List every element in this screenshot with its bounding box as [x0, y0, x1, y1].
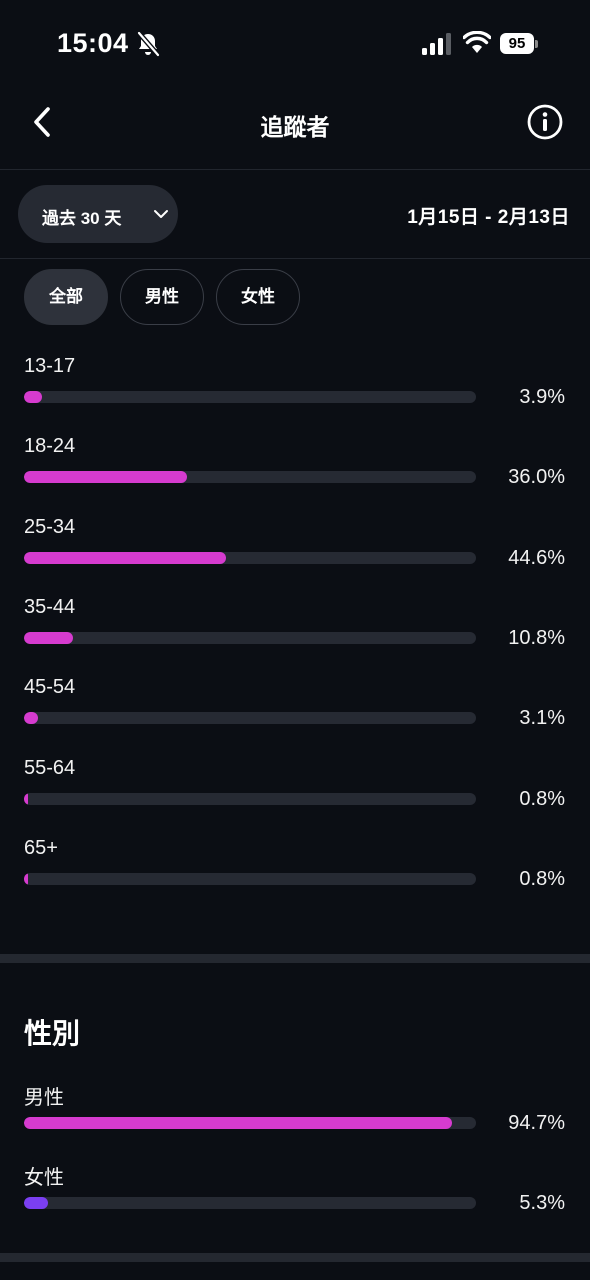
filter-chip-all[interactable]: 全部: [24, 269, 108, 325]
header-divider: [0, 169, 590, 170]
age-bar-track: [24, 391, 476, 403]
age-label: 35-44: [24, 595, 76, 618]
age-percent: 36.0%: [508, 466, 565, 489]
age-label: 13-17: [24, 355, 76, 377]
range-divider: [0, 258, 590, 259]
age-bar-track: [24, 792, 476, 805]
age-bar-fill: [24, 872, 28, 885]
age-percent: 0.8%: [519, 787, 565, 810]
date-range-label: 過去 30 天: [42, 209, 122, 228]
age-bar-track: [24, 471, 476, 484]
age-bar-track: [24, 712, 476, 725]
age-bar-fill: [24, 712, 38, 725]
gender-bar-fill: [24, 1197, 48, 1209]
gender-percent: 5.3%: [519, 1192, 565, 1214]
filter-chip-female[interactable]: 女性: [216, 269, 300, 325]
age-label: 25-34: [24, 515, 76, 538]
page-title: 追蹤者: [260, 114, 330, 140]
battery-indicator: 95: [500, 33, 538, 55]
filter-chip-male[interactable]: 男性: [120, 269, 204, 325]
gender-section-title: 性別: [24, 1018, 81, 1049]
wifi-icon: [463, 31, 491, 53]
gender-bar-fill: [24, 1117, 452, 1129]
status-time: 15:04: [57, 28, 129, 58]
age-bar-track: [24, 551, 476, 564]
age-label: 65+: [24, 836, 58, 859]
gender-label: 女性: [24, 1167, 64, 1189]
section-separator: [0, 1253, 590, 1262]
age-label: 45-54: [24, 676, 76, 699]
battery-level: 95: [500, 33, 534, 54]
gender-bar-track: [24, 1197, 476, 1209]
age-bar-track: [24, 872, 476, 885]
age-bar-fill: [24, 471, 187, 484]
gender-label: 男性: [24, 1087, 64, 1109]
age-percent: 10.8%: [508, 626, 565, 649]
cellular-signal-icon: [422, 33, 451, 55]
status-bar: 15:04 95: [0, 0, 590, 88]
age-percent: 44.6%: [508, 546, 565, 569]
gender-bar-track: [24, 1117, 476, 1129]
bell-muted-icon: [137, 31, 160, 57]
age-percent: 0.8%: [519, 867, 565, 890]
age-percent: 3.1%: [519, 707, 565, 730]
age-bar-fill: [24, 792, 28, 805]
age-label: 55-64: [24, 756, 76, 779]
age-bar-fill: [24, 551, 226, 564]
gender-percent: 94.7%: [508, 1112, 565, 1134]
info-icon[interactable]: [527, 104, 563, 140]
header: 追蹤者: [0, 88, 590, 170]
back-arrow-icon[interactable]: [28, 104, 60, 140]
age-bar-fill: [24, 391, 42, 403]
chevron-down-icon: [154, 210, 168, 218]
date-range-dropdown[interactable]: 過去 30 天: [18, 185, 178, 243]
age-percent: 3.9%: [519, 386, 565, 408]
age-bar-track: [24, 631, 476, 644]
section-separator: [0, 954, 590, 963]
age-bar-fill: [24, 631, 73, 644]
date-range-text: 1月15日 - 2月13日: [407, 207, 570, 228]
age-label: 18-24: [24, 435, 76, 458]
